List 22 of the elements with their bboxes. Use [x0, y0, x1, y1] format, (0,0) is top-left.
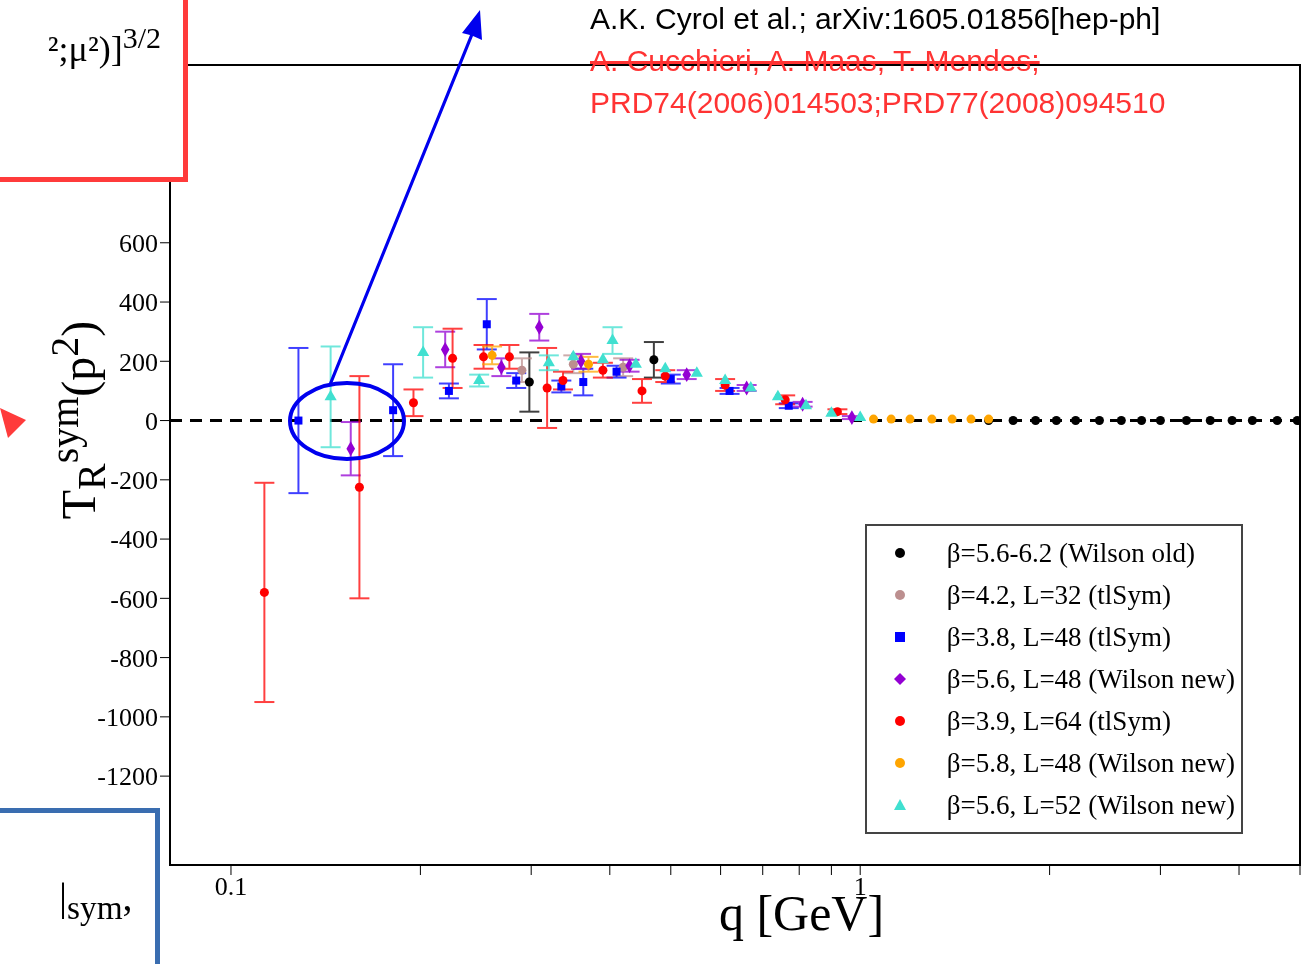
formula-box: |$_{sym}$,: [0, 808, 160, 964]
y-tick-label: -800: [110, 643, 158, 673]
y-tick-label: -1200: [97, 762, 158, 792]
legend-label: β=3.8, L=48 (tlSym): [946, 621, 1171, 653]
y-tick-label: 0: [145, 406, 158, 436]
annotation: PRD74(2006)014503;PRD77(2008)094510: [590, 86, 1166, 120]
x-tick-label: 0.1: [214, 872, 248, 902]
legend-label: β=5.8, L=48 (Wilson new): [946, 747, 1235, 779]
legend-label: β=5.6-6.2 (Wilson old): [946, 537, 1196, 569]
y-tick-label: 200: [119, 347, 158, 377]
legend-label: β=5.6, L=52 (Wilson new): [946, 789, 1235, 821]
legend-label: β=3.9, L=64 (tlSym): [946, 705, 1171, 737]
y-tick-label: -600: [110, 584, 158, 614]
y-tick-label: -200: [110, 466, 158, 496]
y-tick-label: -1000: [97, 703, 158, 733]
legend-label: β=4.2, L=32 (tlSym): [946, 579, 1171, 611]
y-tick-label: 400: [119, 288, 158, 318]
y-tick-label: -400: [110, 525, 158, 555]
y-tick-label: 600: [119, 229, 158, 259]
legend-label: β=5.6, L=48 (Wilson new): [946, 663, 1235, 695]
formula-box: ²;μ²)]$^{3/2}$: [0, 0, 188, 182]
text: A.K. Cyrol et al.; arXiv:1605.01856[hep-ph]: [590, 2, 1161, 36]
